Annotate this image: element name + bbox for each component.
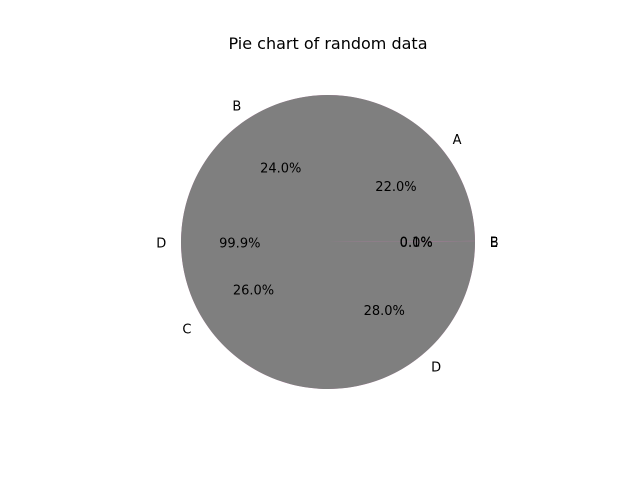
pie-category-label-d-layer2: D bbox=[156, 237, 166, 252]
pie-slice-b-layer2 bbox=[328, 240, 475, 242]
pie-percent-label-b-layer1: 24.0% bbox=[260, 162, 301, 177]
pie-category-label-c-layer1: C bbox=[182, 323, 191, 338]
pie-percent-label-e-layer2: 0.0% bbox=[400, 236, 433, 251]
pie-percent-label-a-layer1: 22.0% bbox=[375, 180, 416, 195]
pie-percent-label-b-layer2: 0.1% bbox=[400, 236, 433, 251]
chart-title: Pie chart of random data bbox=[228, 34, 427, 53]
pie-slice-d-layer2 bbox=[181, 94, 475, 389]
pie-percent-label-d-layer1: 28.0% bbox=[364, 304, 405, 319]
pie-category-label-e-layer2: E bbox=[490, 236, 498, 251]
pie-category-label-b-layer1: B bbox=[232, 99, 241, 114]
pie-category-label-d-layer1: D bbox=[431, 361, 441, 376]
pie-labels: A 22.0% B 24.0% C 26.0% D 28.0% E 0.0% B 0.1% D 99.9% bbox=[156, 99, 498, 375]
pie-percent-label-c-layer1: 26.0% bbox=[233, 283, 274, 298]
pie-category-label-b-layer2: B bbox=[490, 235, 499, 250]
pie-percent-label-d-layer2: 99.9% bbox=[219, 236, 260, 251]
pie-category-label-a-layer1: A bbox=[453, 133, 462, 148]
pie-slices bbox=[180, 94, 475, 390]
